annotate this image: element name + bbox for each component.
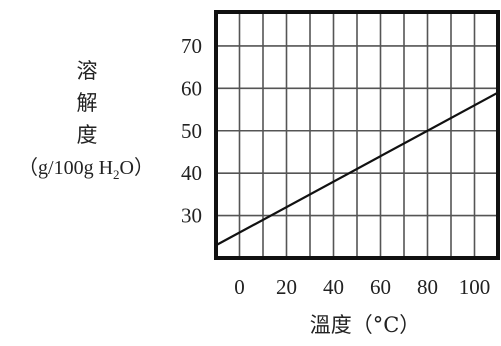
x-tick-labels: 0 20 40 60 80 100 [234,275,490,299]
y-tick-label-60: 60 [181,76,202,100]
data-series [215,91,499,247]
y-tick-labels: 30 40 50 60 70 [181,34,202,228]
x-tick-label-100: 100 [459,275,491,299]
y-axis-unit-post: O [120,157,134,179]
y-axis-label-char-3: 度 [77,123,98,147]
x-tick-label-20: 20 [276,275,297,299]
y-tick-label-50: 50 [181,119,202,143]
y-axis-label-char-1: 溶 [77,59,98,83]
x-tick-label-60: 60 [370,275,391,299]
y-axis-unit-open: （ [18,156,38,179]
series-line-0 [215,91,499,247]
y-tick-label-70: 70 [181,34,202,58]
y-axis-unit-close: ） [134,156,154,179]
y-tick-label-40: 40 [181,161,202,185]
y-axis-unit-pre: g/100g H [38,157,113,179]
y-axis-unit: （g/100g H2O） [18,156,154,182]
x-tick-label-40: 40 [323,275,344,299]
x-axis-label: 溫度（°C） [310,313,421,337]
grid [216,12,498,258]
x-tick-label-80: 80 [417,275,438,299]
x-tick-label-0: 0 [234,275,245,299]
y-axis-label: 溶 解 度 （g/100g H2O） [18,59,154,182]
y-axis-label-char-2: 解 [77,91,98,115]
plot-frame [214,10,500,260]
y-tick-label-30: 30 [181,204,202,228]
y-axis-unit-sub: 2 [113,167,120,182]
